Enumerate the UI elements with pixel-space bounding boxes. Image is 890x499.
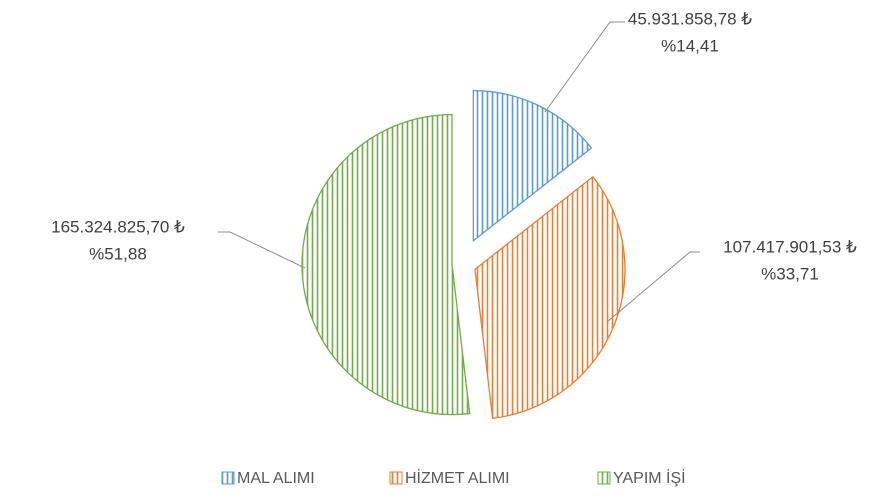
pie-slice (301, 113, 471, 416)
legend-swatch (221, 471, 235, 485)
data-label: %51,88 (89, 244, 147, 263)
pie-slice (472, 89, 593, 242)
legend-label: MAL ALIMI (237, 470, 315, 487)
amount-label: 107.417.901,53 ₺ (723, 237, 857, 256)
amount-label: 45.931.858,78 ₺ (628, 9, 752, 28)
legend-swatch (389, 471, 403, 485)
leader-line (218, 231, 306, 269)
legend-label: YAPIM İŞİ (613, 468, 686, 487)
amount-label: 165.324.825,70 ₺ (51, 217, 185, 236)
legend-swatch (597, 471, 611, 485)
data-label: %14,41 (661, 36, 719, 55)
pie-slice (474, 175, 626, 420)
leader-line (606, 251, 700, 323)
leader-line (544, 21, 625, 113)
data-label: %33,71 (761, 264, 819, 283)
legend-label: HİZMET ALIMI (405, 468, 510, 487)
